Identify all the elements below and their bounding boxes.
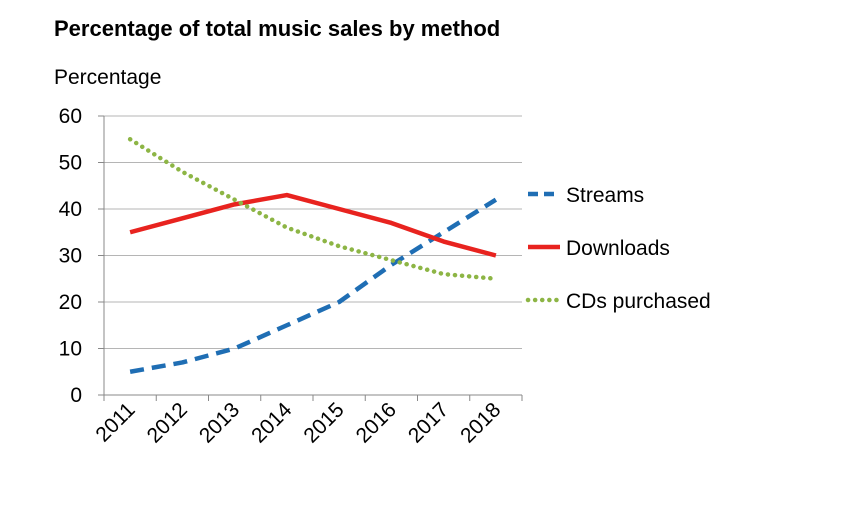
y-tick-label: 60 <box>59 105 82 128</box>
y-axis-title: Percentage <box>54 66 162 89</box>
y-tick-label: 0 <box>70 384 82 407</box>
series-line-streams <box>129 197 498 374</box>
x-tick-label: 2011 <box>91 398 139 446</box>
legend-label-streams: Streams <box>566 184 644 207</box>
x-tick-label: 2014 <box>247 398 297 448</box>
x-tick-label: 2012 <box>143 398 192 447</box>
x-tick-label: 2018 <box>456 398 505 447</box>
x-tick-label: 2017 <box>404 398 453 447</box>
series-line-cds-purchased <box>127 137 499 281</box>
x-tick-label: 2015 <box>299 398 348 447</box>
x-tick-label: 2016 <box>352 398 401 447</box>
legend-label-cds-purchased: CDs purchased <box>566 290 711 313</box>
y-tick-label: 30 <box>59 245 82 268</box>
y-tick-label: 10 <box>59 338 82 361</box>
legend-label-downloads: Downloads <box>566 237 670 260</box>
series-line-downloads <box>129 192 497 258</box>
y-tick-label: 20 <box>59 291 82 314</box>
chart-title: Percentage of total music sales by metho… <box>54 16 501 41</box>
y-tick-label: 40 <box>59 198 82 221</box>
y-tick-label: 50 <box>59 152 82 175</box>
x-tick-label: 2013 <box>195 398 244 447</box>
